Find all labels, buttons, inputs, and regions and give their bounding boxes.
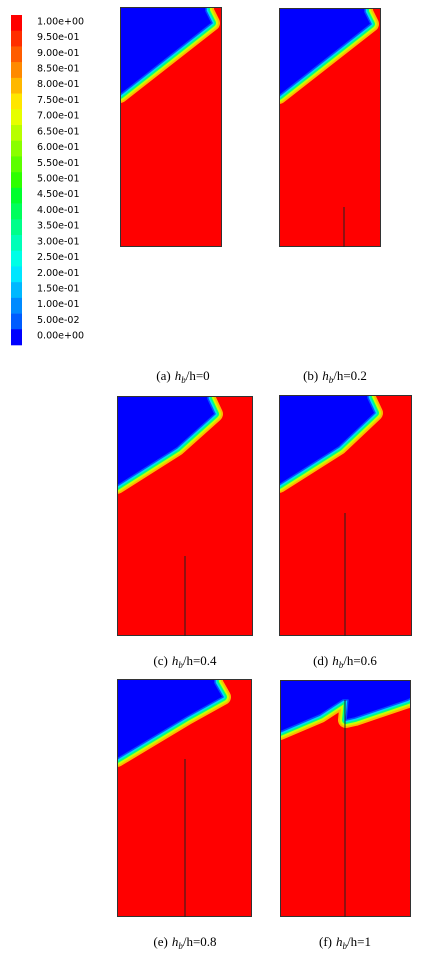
color-swatch — [11, 140, 22, 157]
color-swatch — [11, 313, 22, 330]
color-swatch — [11, 77, 22, 94]
caption-part: b — [343, 941, 348, 951]
contour-field — [120, 7, 222, 247]
colorbar-label: 8.00e-01 — [37, 79, 80, 90]
caption-part: /h=0.4 — [183, 653, 217, 668]
color-swatch — [11, 203, 22, 220]
color-swatch — [11, 125, 22, 142]
caption-part: b — [339, 660, 344, 670]
caption-part: b — [329, 375, 334, 385]
colorbar-label: 5.00e-02 — [37, 315, 80, 326]
caption-part: /h=0.2 — [333, 368, 367, 383]
colorbar-label: 5.50e-01 — [37, 158, 80, 169]
color-swatch — [11, 93, 22, 110]
colorbar-label: 0.00e+00 — [37, 331, 84, 342]
colorbar-label: 6.00e-01 — [37, 142, 80, 153]
colorbar-label: 6.50e-01 — [37, 126, 80, 137]
caption-part: h — [332, 653, 339, 668]
panel-caption: (d) hb/h=0.6 — [313, 653, 377, 670]
color-swatch — [11, 219, 22, 236]
color-swatch — [11, 156, 22, 173]
colorbar-label: 3.50e-01 — [37, 221, 80, 232]
color-swatch — [11, 30, 22, 47]
gas-region — [279, 395, 376, 486]
colorbar-label: 4.00e-01 — [37, 205, 80, 216]
color-swatch — [11, 282, 22, 299]
contour-field — [279, 395, 412, 636]
contour-field — [280, 680, 411, 917]
colorbar-label: 3.00e-01 — [37, 236, 80, 247]
colorbar-label: 8.50e-01 — [37, 64, 80, 75]
colorbar-label: 4.50e-01 — [37, 189, 80, 200]
panel-caption: (b) hb/h=0.2 — [303, 368, 367, 385]
color-swatch — [11, 62, 22, 79]
gas-region — [117, 679, 224, 760]
caption-part: b — [178, 660, 183, 670]
caption-part: (a) — [156, 368, 170, 383]
caption-part: h — [336, 934, 343, 949]
caption-part: (d) — [313, 653, 328, 668]
caption-part: (e) — [153, 934, 167, 949]
colorbar-label: 5.00e-01 — [37, 174, 80, 185]
caption-part: (c) — [153, 653, 167, 668]
contour-panel — [280, 680, 411, 917]
gas-region — [280, 680, 411, 733]
panel-caption: (a) hb/h=0 — [156, 368, 209, 385]
panel-caption: (f) hb/h=1 — [319, 934, 371, 951]
contour-panel — [279, 395, 412, 636]
color-swatch — [11, 250, 22, 267]
color-swatch — [11, 329, 22, 346]
colorbar-label: 1.00e-01 — [37, 299, 80, 310]
contour-field — [117, 396, 253, 636]
color-swatch — [11, 46, 22, 63]
panel-border — [279, 8, 381, 247]
color-swatch — [11, 235, 22, 252]
panel-caption: (c) hb/h=0.4 — [153, 653, 217, 670]
gas-region — [279, 8, 372, 97]
caption-part: b — [178, 941, 183, 951]
color-swatch — [11, 297, 22, 314]
colorbar-label: 7.50e-01 — [37, 95, 80, 106]
gas-region — [117, 396, 216, 487]
contour-field — [117, 679, 252, 917]
colorbar-label: 9.50e-01 — [37, 32, 80, 43]
caption-part: (f) — [319, 934, 332, 949]
contour-field — [279, 8, 381, 247]
contour-panel — [120, 7, 222, 247]
color-swatch — [11, 15, 22, 32]
colorbar-label: 7.00e-01 — [37, 111, 80, 122]
contour-panel — [117, 396, 253, 636]
color-swatch — [11, 187, 22, 204]
color-swatch — [11, 172, 22, 189]
color-swatch — [11, 109, 22, 126]
caption-part: h — [175, 368, 182, 383]
caption-part: b — [181, 375, 186, 385]
contour-panel — [117, 679, 252, 917]
contour-panel — [279, 8, 381, 247]
colorbar-label: 2.00e-01 — [37, 268, 80, 279]
caption-part: (b) — [303, 368, 318, 383]
panel-caption: (e) hb/h=0.8 — [153, 934, 216, 951]
caption-part: /h=0 — [186, 368, 210, 383]
colorbar-label: 1.50e-01 — [37, 284, 80, 295]
colorbar-label: 2.50e-01 — [37, 252, 80, 263]
gas-region — [120, 7, 213, 96]
panel-border — [120, 7, 222, 247]
caption-part: /h=1 — [347, 934, 371, 949]
caption-part: h — [172, 653, 179, 668]
color-swatch — [11, 266, 22, 283]
colorbar-label: 1.00e+00 — [37, 16, 84, 27]
caption-part: /h=0.6 — [343, 653, 377, 668]
colorbar-label: 9.00e-01 — [37, 48, 80, 59]
caption-part: /h=0.8 — [183, 934, 217, 949]
caption-part: h — [172, 934, 179, 949]
caption-part: h — [322, 368, 329, 383]
